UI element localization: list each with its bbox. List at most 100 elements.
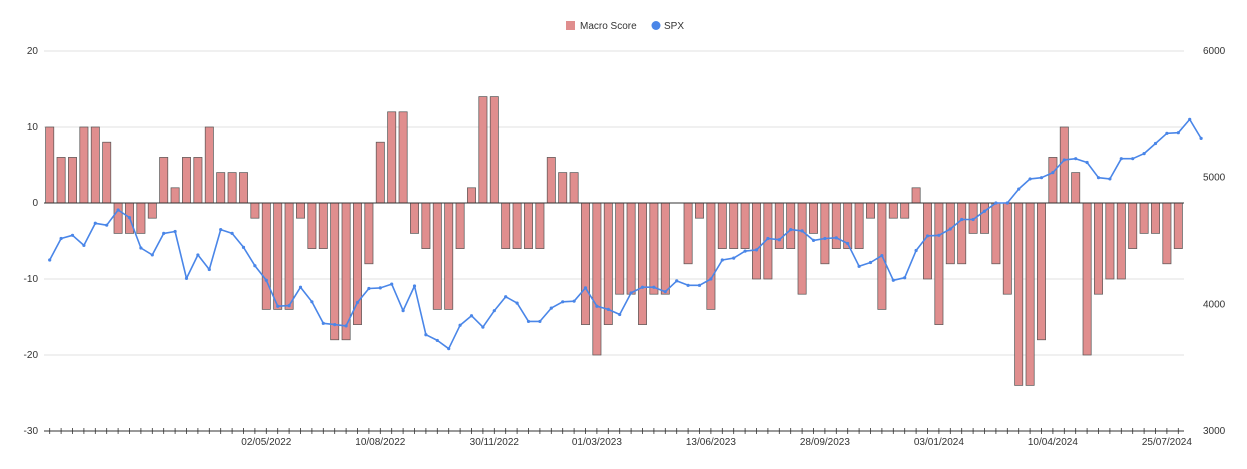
macro-score-bar: [444, 202, 454, 310]
legend: Macro Score SPX: [566, 21, 684, 32]
macro-score-bar: [204, 126, 214, 204]
spx-point: [686, 283, 690, 287]
spx-point: [925, 234, 930, 238]
spx-point: [378, 286, 382, 290]
spx-point: [709, 277, 713, 281]
spx-point: [207, 267, 211, 272]
spx-point: [310, 300, 314, 304]
macro-score-bar: [467, 187, 476, 204]
macro-score-bar: [820, 202, 830, 265]
y-axis-left: 20 10 0 -10 -20 -30: [24, 46, 39, 437]
x-tick-label: 01/03/2023: [572, 437, 622, 448]
spx-point: [800, 229, 804, 233]
y-axis-right: 6000 5000 4000 3000: [1203, 46, 1226, 437]
spx-point: [59, 236, 63, 241]
macro-score-bar: [136, 202, 146, 234]
spx-point: [891, 278, 895, 282]
macro-score-bar: [1082, 202, 1092, 356]
spx-point: [196, 253, 200, 257]
macro-score-bar: [284, 202, 294, 310]
y-left-tick-label: -30: [24, 426, 39, 437]
spx-point: [219, 228, 223, 232]
macro-score-bar: [1094, 202, 1103, 295]
spx-point: [287, 304, 291, 308]
macro-score-bar: [923, 202, 932, 280]
spx-point: [116, 208, 120, 212]
macro-score-bar: [1151, 202, 1160, 234]
spx-point: [139, 246, 143, 250]
spx-point: [640, 285, 645, 289]
macro-score-bar: [227, 172, 237, 204]
spx-point: [298, 285, 303, 289]
macro-score-bar: [934, 202, 944, 325]
macro-score-bar: [1116, 202, 1126, 280]
spx-point: [743, 249, 747, 253]
macro-score-bar: [512, 202, 522, 249]
macro-score-bar: [56, 157, 66, 204]
y-right-tick-label: 6000: [1203, 46, 1226, 57]
macro-score-bar: [1128, 202, 1138, 249]
spx-point: [367, 286, 371, 291]
macro-score-bar: [432, 202, 442, 310]
macro-score-bar: [45, 126, 55, 204]
spx-point: [1039, 176, 1044, 180]
spx-point: [424, 333, 428, 337]
macro-score-bar: [524, 202, 533, 249]
x-tick-label: 10/08/2022: [355, 437, 405, 448]
x-tick-label: 13/06/2023: [686, 437, 736, 448]
macro-score-bar: [1037, 202, 1046, 341]
y-left-tick-label: -10: [24, 274, 39, 285]
spx-point: [390, 282, 394, 286]
legend-swatch-spx: [651, 21, 661, 30]
spx-point: [105, 223, 109, 227]
macro-score-bar: [980, 202, 989, 234]
spx-point: [880, 253, 884, 258]
x-axis: 02/05/2022 10/08/2022 30/11/2022 01/03/2023…: [44, 428, 1192, 448]
spx-point: [903, 276, 907, 280]
spx-point: [401, 309, 405, 313]
spx-point: [127, 215, 132, 220]
spx-point: [344, 324, 348, 328]
spx-point: [572, 299, 576, 303]
spx-point: [811, 238, 816, 242]
spx-point: [618, 312, 622, 317]
macro-score-bar: [831, 202, 841, 249]
spx-point: [914, 248, 918, 253]
macro-score-bar: [797, 202, 807, 295]
spx-line: [48, 117, 1203, 351]
macro-score-bar: [695, 202, 704, 219]
macro-score-bar: [1162, 202, 1172, 265]
y-right-tick-label: 5000: [1203, 173, 1226, 184]
legend-label-macro-score: Macro Score: [580, 21, 637, 32]
macro-score-bar: [809, 202, 818, 234]
macro-score-bars: [45, 96, 1183, 386]
spx-point: [846, 241, 850, 246]
spx-point: [538, 319, 542, 324]
spx-point: [253, 264, 257, 268]
macro-score-bar: [1002, 202, 1012, 295]
macro-score-bar: [261, 202, 271, 310]
spx-series-line: [48, 118, 1202, 350]
macro-score-bar: [489, 96, 499, 204]
macro-score-bar: [1071, 172, 1081, 204]
macro-score-bar: [410, 202, 419, 234]
spx-point: [1005, 201, 1009, 205]
macro-score-bar: [273, 202, 283, 310]
spx-point: [720, 258, 724, 262]
spx-point: [241, 245, 246, 249]
spx-point: [561, 300, 565, 304]
macro-score-bar: [740, 202, 750, 249]
spx-point: [754, 248, 759, 252]
spx-point: [629, 291, 633, 295]
spx-point: [264, 278, 268, 282]
x-tick-label: 03/01/2024: [914, 437, 964, 448]
macro-score-bar: [364, 202, 374, 265]
spx-point: [333, 323, 337, 327]
spx-point: [1188, 117, 1192, 121]
legend-label-spx: SPX: [664, 21, 684, 32]
macro-score-bar: [592, 202, 602, 356]
macro-score-bar: [387, 111, 397, 204]
macro-score-bar: [250, 202, 260, 219]
spx-point: [652, 285, 656, 289]
macro-score-bar: [182, 157, 191, 204]
